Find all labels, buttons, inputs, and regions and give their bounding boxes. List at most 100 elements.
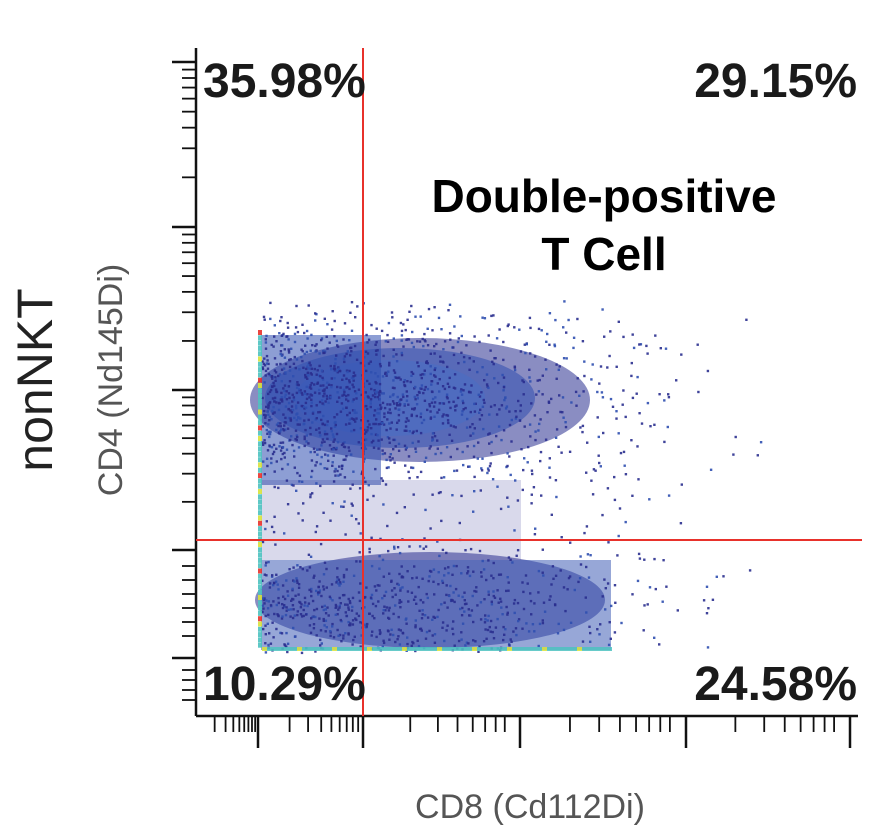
event-point	[279, 449, 283, 452]
event-point	[530, 613, 533, 616]
event-point	[581, 424, 585, 428]
event-point	[348, 422, 351, 425]
event-point	[498, 408, 501, 411]
event-point	[435, 342, 438, 346]
event-point	[538, 422, 541, 426]
event-point	[443, 387, 447, 391]
event-point	[283, 356, 287, 359]
event-point	[450, 439, 454, 442]
event-point	[271, 409, 274, 413]
event-point	[382, 423, 386, 426]
event-point	[578, 577, 582, 580]
event-point	[548, 457, 551, 460]
event-point	[303, 419, 306, 422]
event-point	[513, 326, 516, 329]
event-point	[285, 398, 289, 401]
event-point	[433, 633, 437, 636]
event-point	[273, 581, 276, 585]
event-point	[403, 444, 407, 447]
event-point	[306, 365, 309, 368]
event-point	[390, 421, 393, 424]
event-point	[331, 502, 334, 505]
event-point	[676, 609, 679, 612]
event-point	[283, 395, 287, 399]
event-point	[327, 459, 330, 462]
event-point	[303, 435, 306, 438]
event-point	[523, 457, 526, 460]
event-point	[355, 358, 359, 361]
event-point	[292, 598, 295, 601]
event-point	[272, 450, 276, 454]
event-point	[463, 360, 466, 364]
event-point	[502, 340, 505, 344]
event-point	[261, 610, 264, 614]
event-point	[305, 385, 308, 389]
event-point	[564, 425, 568, 429]
edge-density-cell	[258, 404, 262, 410]
event-point	[389, 403, 392, 406]
event-point	[562, 628, 566, 632]
event-point	[613, 475, 616, 479]
event-point	[373, 389, 376, 392]
event-point	[416, 394, 419, 397]
edge-density-cell	[258, 478, 262, 484]
event-point	[389, 427, 392, 430]
event-point	[447, 400, 451, 404]
event-point	[322, 384, 325, 387]
edge-density-cell	[317, 647, 322, 651]
event-point	[467, 465, 470, 468]
event-point	[433, 435, 437, 438]
event-point	[278, 373, 282, 376]
event-point	[349, 622, 352, 625]
event-point	[345, 614, 348, 618]
event-point	[505, 589, 508, 593]
event-point	[562, 357, 566, 360]
event-point	[433, 415, 436, 418]
event-point	[502, 389, 505, 392]
event-point	[292, 398, 296, 402]
event-point	[330, 384, 333, 387]
event-point	[421, 337, 424, 341]
event-point	[382, 392, 385, 395]
event-point	[617, 534, 620, 538]
event-point	[340, 443, 344, 447]
event-point	[559, 569, 562, 572]
event-point	[422, 344, 425, 348]
event-point	[371, 630, 374, 633]
event-point	[421, 609, 424, 612]
event-point	[452, 353, 456, 357]
event-point	[456, 447, 459, 451]
event-point	[617, 320, 620, 323]
event-point	[333, 335, 336, 338]
event-point	[338, 369, 341, 373]
event-point	[581, 640, 585, 643]
event-point	[261, 579, 264, 582]
event-point	[299, 417, 302, 420]
event-point	[406, 570, 409, 573]
event-point	[352, 428, 356, 432]
event-point	[279, 422, 282, 425]
event-point	[472, 510, 475, 513]
event-point	[391, 386, 395, 389]
event-point	[425, 630, 429, 634]
event-point	[346, 350, 349, 353]
event-point	[315, 343, 318, 346]
event-point	[460, 631, 463, 634]
event-point	[364, 447, 368, 450]
event-point	[370, 564, 374, 568]
event-point	[521, 488, 524, 492]
event-point	[347, 633, 350, 636]
edge-density-cell	[262, 647, 267, 651]
event-point	[293, 580, 296, 583]
event-point	[461, 622, 465, 625]
event-point	[480, 571, 483, 574]
event-point	[284, 393, 287, 396]
event-point	[342, 634, 345, 637]
event-point	[264, 347, 268, 350]
edge-density-cell	[497, 647, 502, 651]
edge-density-cell	[427, 647, 432, 651]
event-point	[414, 619, 417, 622]
event-point	[322, 585, 325, 588]
event-point	[307, 442, 310, 445]
event-point	[334, 474, 337, 477]
